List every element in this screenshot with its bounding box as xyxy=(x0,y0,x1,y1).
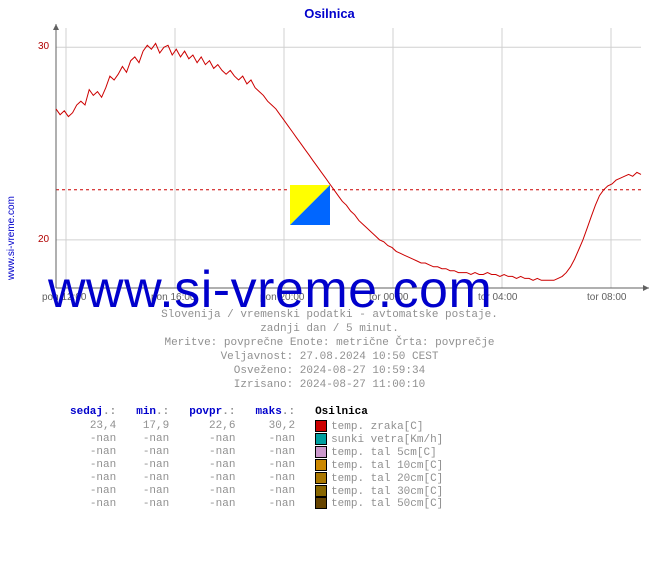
cell-legend: sunki vetra[Km/h] xyxy=(305,433,453,446)
x-tick-label: tor 04:00 xyxy=(478,292,517,303)
cell-legend: temp. tal 5cm[C] xyxy=(305,446,453,459)
cell-legend: temp. tal 30cm[C] xyxy=(305,485,453,498)
cell-min: -nan xyxy=(126,497,179,510)
cell-maks: -nan xyxy=(245,446,305,459)
cell-povpr: -nan xyxy=(179,446,245,459)
legend-swatch-icon xyxy=(315,420,327,432)
table-row: -nan -nan -nan -nan temp. tal 5cm[C] xyxy=(60,446,453,459)
cell-min: -nan xyxy=(126,472,179,485)
y-tick-label: 30 xyxy=(38,41,49,52)
col-povpr: povpr.: xyxy=(179,406,245,420)
cell-maks: -nan xyxy=(245,497,305,510)
legend-swatch-icon xyxy=(315,497,327,509)
caption-line: Slovenija / vremenski podatki - avtomats… xyxy=(0,308,659,322)
x-tick-label: pon 20:00 xyxy=(260,292,305,303)
cell-povpr: -nan xyxy=(179,497,245,510)
cell-povpr: 22,6 xyxy=(179,420,245,433)
table-row: -nan -nan -nan -nan temp. tal 50cm[C] xyxy=(60,497,453,510)
cell-min: -nan xyxy=(126,446,179,459)
caption-line: zadnji dan / 5 minut. xyxy=(0,322,659,336)
x-tick-label: tor 00:00 xyxy=(369,292,408,303)
cell-maks: -nan xyxy=(245,459,305,472)
line-chart-svg xyxy=(0,0,659,296)
caption-line: Izrisano: 2024-08-27 11:00:10 xyxy=(0,378,659,392)
cell-povpr: -nan xyxy=(179,472,245,485)
cell-sedaj: -nan xyxy=(60,497,126,510)
cell-legend: temp. tal 50cm[C] xyxy=(305,497,453,510)
cell-sedaj: -nan xyxy=(60,459,126,472)
table-row: -nan -nan -nan -nan temp. tal 30cm[C] xyxy=(60,485,453,498)
table-row: -nan -nan -nan -nan temp. tal 20cm[C] xyxy=(60,472,453,485)
caption-line: Veljavnost: 27.08.2024 10:50 CEST xyxy=(0,350,659,364)
cell-sedaj: -nan xyxy=(60,485,126,498)
cell-min: -nan xyxy=(126,485,179,498)
legend-swatch-icon xyxy=(315,433,327,445)
legend-swatch-icon xyxy=(315,472,327,484)
legend-swatch-icon xyxy=(315,485,327,497)
cell-maks: -nan xyxy=(245,485,305,498)
cell-legend: temp. tal 10cm[C] xyxy=(305,459,453,472)
cell-sedaj: -nan xyxy=(60,472,126,485)
caption-line: Osveženo: 2024-08-27 10:59:34 xyxy=(0,364,659,378)
x-tick-label: tor 08:00 xyxy=(587,292,626,303)
cell-min: -nan xyxy=(126,433,179,446)
col-min: min.: xyxy=(126,406,179,420)
caption-line: Meritve: povprečne Enote: metrične Črta:… xyxy=(0,336,659,350)
col-maks: maks.: xyxy=(245,406,305,420)
x-tick-label: pon 12:00 xyxy=(42,292,87,303)
table-row: -nan -nan -nan -nan temp. tal 10cm[C] xyxy=(60,459,453,472)
stats-table: sedaj.: min.: povpr.: maks.: Osilnica 23… xyxy=(60,406,453,510)
table-row: 23,4 17,9 22,6 30,2 temp. zraka[C] xyxy=(60,420,453,433)
y-tick-label: 20 xyxy=(38,234,49,245)
legend-swatch-icon xyxy=(315,459,327,471)
cell-maks: -nan xyxy=(245,472,305,485)
cell-legend: temp. tal 20cm[C] xyxy=(305,472,453,485)
caption-block: Slovenija / vremenski podatki - avtomats… xyxy=(0,308,659,392)
table-row: -nan -nan -nan -nan sunki vetra[Km/h] xyxy=(60,433,453,446)
col-station: Osilnica xyxy=(305,406,453,420)
cell-maks: -nan xyxy=(245,433,305,446)
legend-swatch-icon xyxy=(315,446,327,458)
cell-povpr: -nan xyxy=(179,433,245,446)
cell-legend: temp. zraka[C] xyxy=(305,420,453,433)
cell-min: 17,9 xyxy=(126,420,179,433)
cell-sedaj: -nan xyxy=(60,446,126,459)
x-tick-label: pon 16:00 xyxy=(151,292,196,303)
cell-sedaj: 23,4 xyxy=(60,420,126,433)
logo-icon xyxy=(290,185,330,225)
cell-sedaj: -nan xyxy=(60,433,126,446)
cell-povpr: -nan xyxy=(179,485,245,498)
col-sedaj: sedaj.: xyxy=(60,406,126,420)
cell-povpr: -nan xyxy=(179,459,245,472)
cell-maks: 30,2 xyxy=(245,420,305,433)
cell-min: -nan xyxy=(126,459,179,472)
